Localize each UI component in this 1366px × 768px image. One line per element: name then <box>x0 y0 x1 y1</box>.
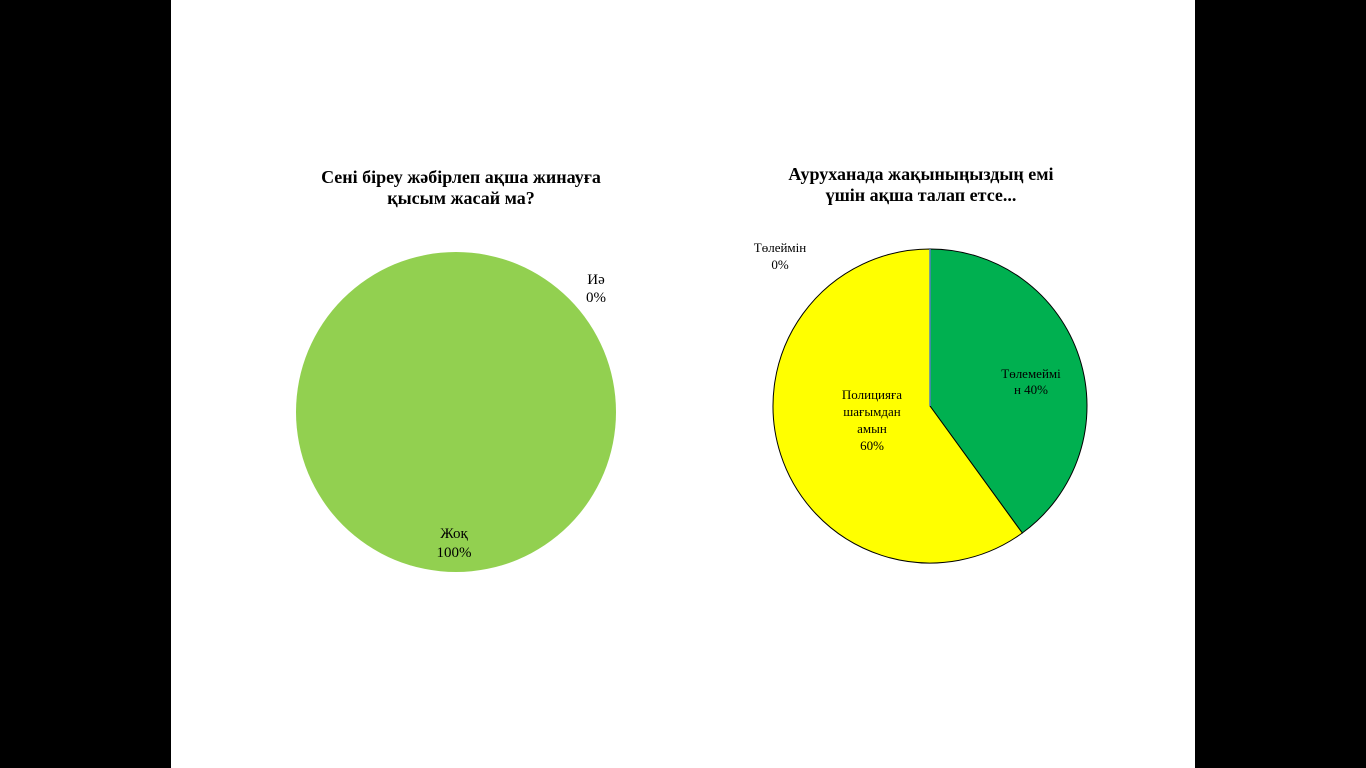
pie-chart-2: Төлемеймі н 40% Полицияға шағымдан амын 60% Тө… <box>754 240 1088 564</box>
pie-chart-1: Иә 0% Жоқ 100% <box>296 252 616 572</box>
chart-2-title: Ауруханада жақыныңыздың емі үшін ақша та… <box>788 164 1054 205</box>
pie-1-label-1: Иә 0% <box>586 272 606 306</box>
slide: Сені біреу жәбірлеп ақша жинауға қысым ж… <box>171 0 1195 768</box>
charts-canvas: Иә 0% Жоқ 100% Төлемеймі н 40% Полицияға шағым… <box>296 240 1088 572</box>
pie-1-slice-2 <box>296 252 616 572</box>
pie-2-label-1: Төлемеймі н 40% <box>1001 366 1061 397</box>
pie-2-label-3: Төлеймін 0% <box>754 240 806 272</box>
pie-1-label-2: Жоқ 100% <box>437 526 472 561</box>
pie-2-slice-1 <box>929 248 1088 534</box>
pie-2-label-2: Полицияға шағымдан амын 60% <box>842 387 902 453</box>
chart-1-title: Сені біреу жәбірлеп ақша жинауға қысым ж… <box>321 167 601 208</box>
pie-2-slice-2 <box>772 248 1023 564</box>
